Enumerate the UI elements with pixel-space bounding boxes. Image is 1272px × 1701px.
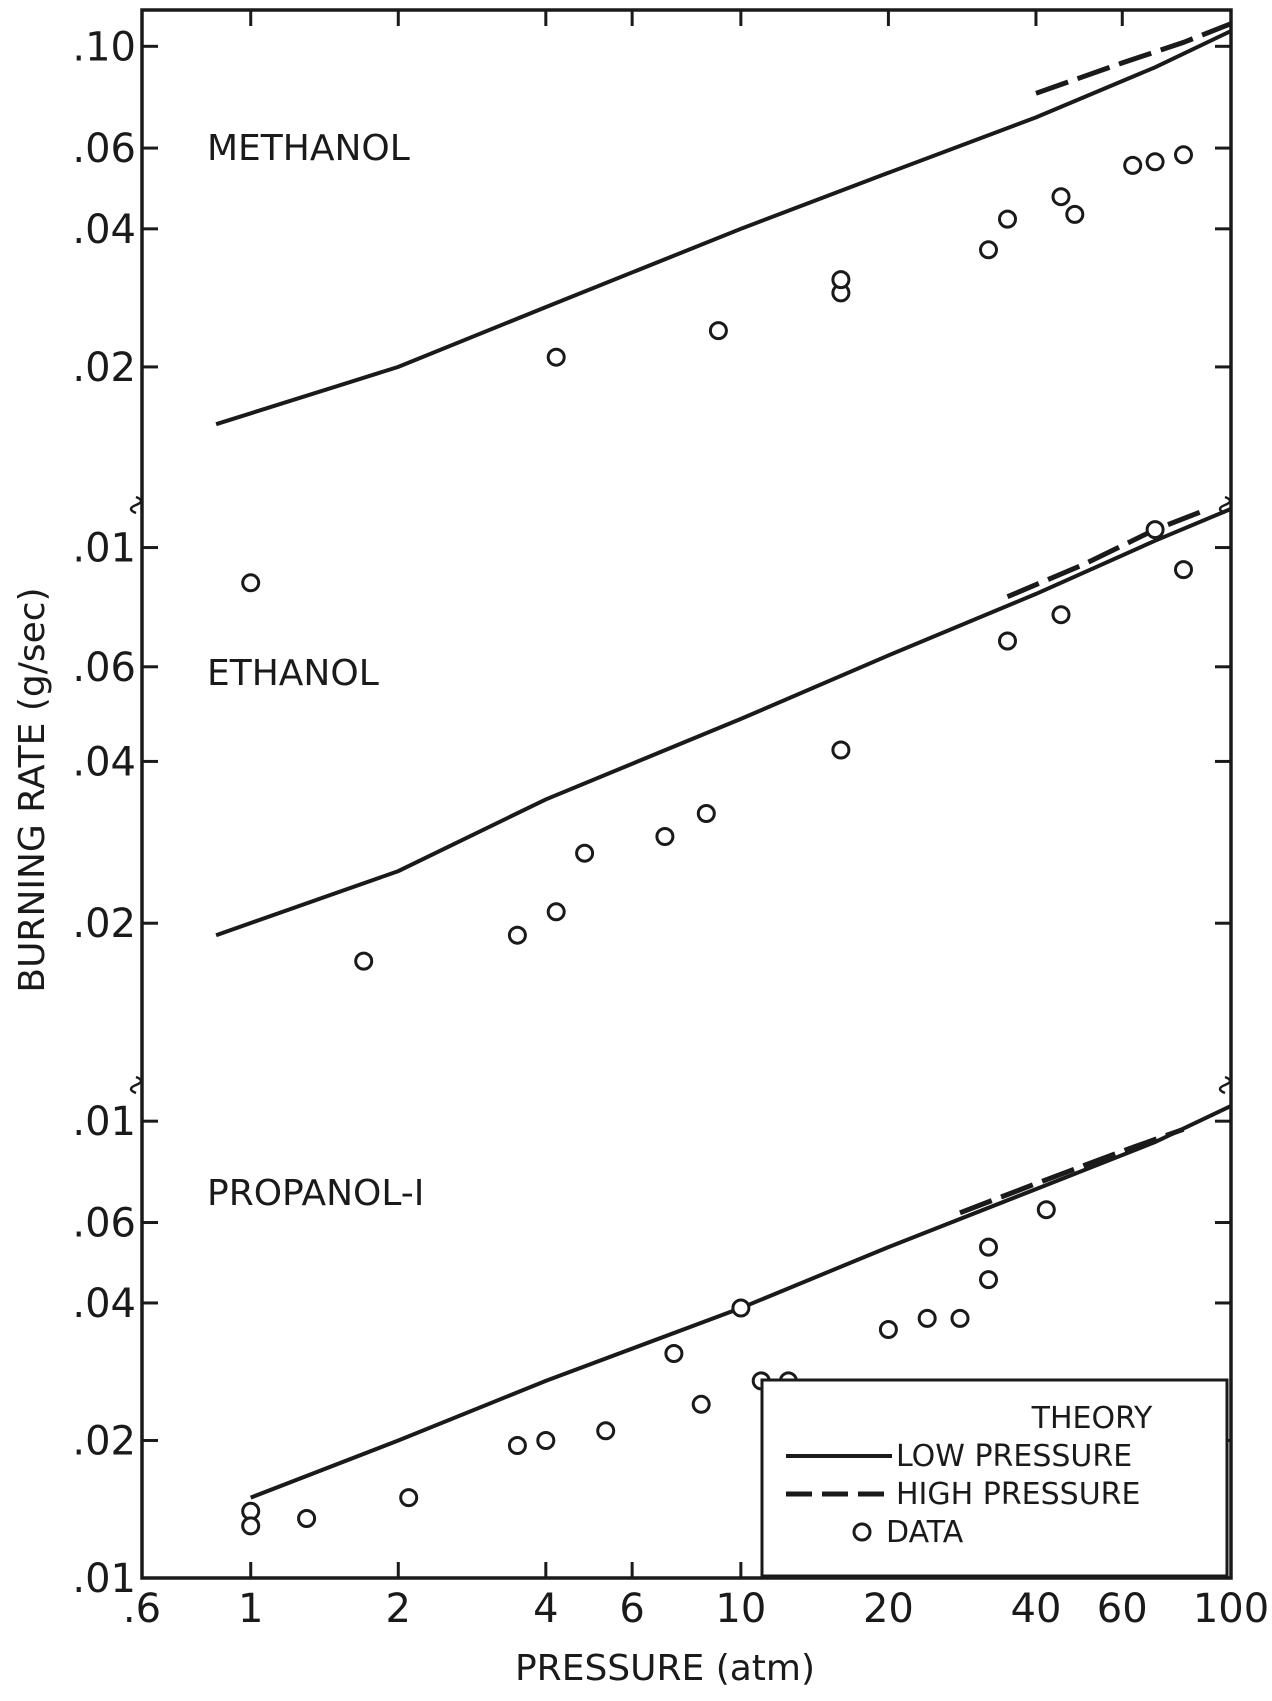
panel-1: .02 .04 .06 .10 METHANOL xyxy=(72,21,1232,427)
data-point xyxy=(1036,1200,1056,1220)
y-tick-label: .04 xyxy=(72,207,136,253)
y-tick-label: .06 xyxy=(72,1201,136,1247)
panel-name: PROPANOL-I xyxy=(207,1173,424,1214)
y-tick-label: .06 xyxy=(72,645,136,691)
data-point xyxy=(241,1516,261,1536)
data-point xyxy=(979,1237,998,1257)
y-tick-label: .01 xyxy=(72,526,136,572)
data-point xyxy=(1051,605,1071,625)
panel-3: .01 .02 .04 .06 .01 PROPANOL-I xyxy=(72,1099,1232,1602)
panel-name: METHANOL xyxy=(207,128,410,169)
data-point xyxy=(998,631,1017,651)
high-pressure-theory-line xyxy=(1035,21,1232,96)
data-point xyxy=(979,240,998,260)
legend-title: THEORY xyxy=(1031,1401,1153,1436)
data-point xyxy=(546,347,566,367)
panel-name: ETHANOL xyxy=(207,653,379,694)
data-point xyxy=(664,1344,684,1363)
legend-entry-label: LOW PRESSURE xyxy=(896,1439,1132,1474)
data-point xyxy=(998,209,1017,229)
data-point xyxy=(1123,155,1143,175)
data-point xyxy=(708,321,728,341)
x-tick-label: 4 xyxy=(533,1586,558,1632)
y-tick-label: .06 xyxy=(72,126,136,172)
low-pressure-theory-line xyxy=(249,1104,1232,1500)
axis-break-right-2 xyxy=(1218,1075,1232,1095)
x-tick-label: 60 xyxy=(1097,1586,1148,1632)
plot-border xyxy=(140,8,1233,1580)
panels: .02 .04 .06 .10 METHANOL .02 .04 .06 .01 ETHANOL.… xyxy=(72,21,1232,1602)
data-point xyxy=(1174,560,1193,580)
y-axis-label: BURNING RATE (g/sec) xyxy=(12,587,53,992)
y-tick-label: .01 xyxy=(72,1556,136,1602)
data-point xyxy=(696,804,716,823)
data-point xyxy=(878,1320,898,1339)
data-point xyxy=(546,902,566,922)
panel-2: .02 .04 .06 .01 ETHANOL xyxy=(72,506,1232,971)
y-tick-label: .02 xyxy=(72,345,136,391)
data-point xyxy=(979,1270,998,1290)
data-point xyxy=(655,827,675,846)
y-tick-label: .10 xyxy=(72,24,136,70)
data-point xyxy=(917,1308,937,1328)
data-point xyxy=(536,1431,556,1450)
low-pressure-theory-line xyxy=(215,29,1232,427)
data-point xyxy=(507,925,527,945)
x-tick-label: 2 xyxy=(386,1586,411,1632)
low-pressure-theory-line xyxy=(215,507,1232,938)
data-point xyxy=(507,1436,527,1455)
plot-frame xyxy=(129,8,1233,1580)
data-point xyxy=(241,573,261,593)
data-point xyxy=(691,1394,711,1414)
x-tick-label: 100 xyxy=(1193,1586,1269,1632)
x-tick-label: 40 xyxy=(1011,1586,1062,1632)
x-tick-label: 20 xyxy=(863,1586,914,1632)
x-tick-label: 1 xyxy=(238,1586,263,1632)
axis-break-left-1 xyxy=(129,495,143,515)
data-point xyxy=(1145,152,1165,172)
data-point xyxy=(831,270,851,290)
axis-break-left-2 xyxy=(129,1075,143,1095)
data-point xyxy=(1065,204,1085,224)
y-tick-label: .04 xyxy=(72,1281,136,1327)
data-point xyxy=(596,1421,616,1441)
high-pressure-theory-line xyxy=(959,1126,1185,1216)
y-tick-label: .04 xyxy=(72,739,136,785)
data-point xyxy=(399,1488,419,1508)
legend-entry-label: HIGH PRESSURE xyxy=(896,1477,1140,1512)
x-axis: .6 1 2 4 6 10 20 40 60 100 xyxy=(123,10,1269,1632)
x-tick-label: 6 xyxy=(619,1586,644,1632)
data-point xyxy=(731,1298,751,1318)
data-point xyxy=(354,951,374,971)
x-tick-label: 10 xyxy=(715,1586,766,1632)
legend-entry-label: DATA xyxy=(886,1515,964,1550)
axis-break-right-1 xyxy=(1218,495,1232,515)
data-point xyxy=(1051,187,1071,207)
high-pressure-theory-line xyxy=(1006,506,1210,600)
x-tick-label: .6 xyxy=(123,1586,161,1632)
y-tick-label: .01 xyxy=(72,1099,136,1145)
data-point xyxy=(950,1308,970,1328)
y-tick-label: .02 xyxy=(72,1418,136,1464)
y-tick-label: .02 xyxy=(72,901,136,947)
data-point xyxy=(1145,520,1165,540)
data-point xyxy=(297,1509,317,1528)
data-point xyxy=(1174,145,1193,165)
data-point xyxy=(575,843,595,863)
legend-box xyxy=(760,1378,1229,1578)
data-point xyxy=(831,740,851,760)
legend-swatch-data xyxy=(852,1522,872,1542)
x-axis-label: PRESSURE (atm) xyxy=(515,1648,815,1689)
